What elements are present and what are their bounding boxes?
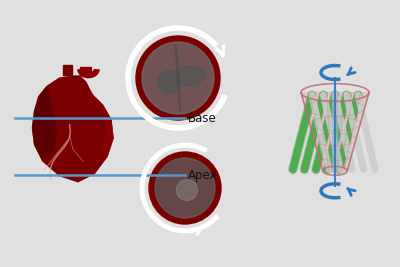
Polygon shape	[32, 86, 57, 162]
Text: Base: Base	[188, 112, 217, 125]
Polygon shape	[301, 92, 369, 171]
Circle shape	[155, 158, 215, 218]
Circle shape	[176, 179, 198, 201]
Polygon shape	[63, 65, 72, 75]
Polygon shape	[86, 82, 114, 157]
Circle shape	[149, 152, 221, 224]
Circle shape	[142, 42, 214, 114]
Circle shape	[136, 36, 220, 120]
Polygon shape	[177, 66, 206, 86]
Polygon shape	[80, 67, 90, 75]
Text: Apex: Apex	[188, 170, 218, 183]
Circle shape	[158, 70, 180, 93]
Polygon shape	[32, 75, 114, 183]
